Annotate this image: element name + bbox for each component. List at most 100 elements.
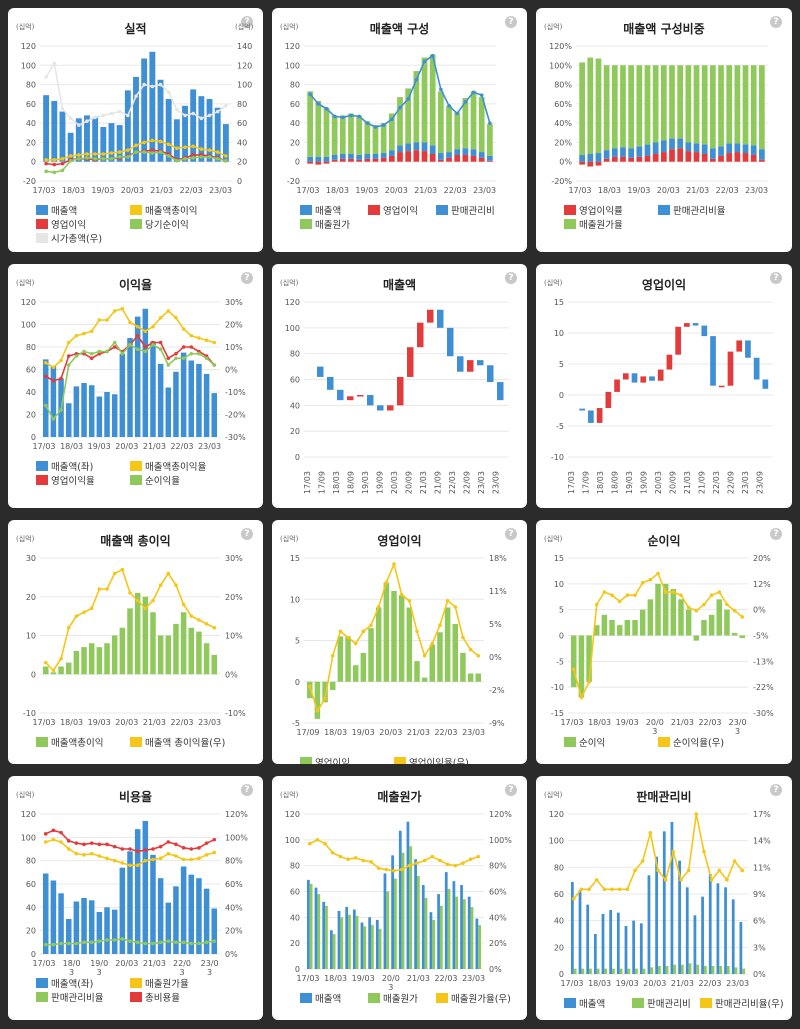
help-icon[interactable]: ? <box>505 16 517 28</box>
bar-매출액 <box>452 881 456 969</box>
point-총비용율 <box>204 841 209 845</box>
waterfall-bar <box>367 395 374 406</box>
bar-매출액(좌) <box>188 874 195 954</box>
bar-순이익 <box>593 625 600 636</box>
bar-영업이익률 <box>750 154 757 162</box>
waterfall-bar <box>614 379 620 392</box>
bar-판매관리비 <box>446 152 452 158</box>
bar-순이익 <box>693 635 700 641</box>
legend-item[interactable]: 영업이익율 <box>36 473 95 487</box>
chart-svg: 0 20 40 60 80 100 120 0% 20% 40% 60% 80% 100% 120% 17/… <box>21 810 249 977</box>
bar-판매관리비 <box>726 966 730 974</box>
legend-item[interactable]: 영업이익 <box>36 217 86 231</box>
point-순이익율 <box>181 356 186 361</box>
legend-item[interactable]: 순이익율 <box>130 473 180 487</box>
legend-item[interactable]: 순이익율(우) <box>658 735 724 749</box>
legend-item[interactable]: 매출액 <box>36 203 77 217</box>
legend-item[interactable]: 매출액 <box>300 203 341 217</box>
legend-item[interactable]: 매출원가 <box>368 991 418 1005</box>
point-매출액 <box>406 97 410 101</box>
legend-label: 영업이익 <box>383 206 418 217</box>
bar-매출액(좌) <box>203 888 210 954</box>
legend-item[interactable]: 판매관리비 <box>632 996 691 1010</box>
help-icon[interactable]: ? <box>505 528 517 540</box>
help-icon[interactable]: ? <box>241 784 253 796</box>
bar-영업이익 <box>388 155 395 162</box>
bar-매출액 <box>685 887 689 974</box>
point-매출원가율(우) <box>422 858 427 863</box>
bar-영업이익률 <box>759 159 765 162</box>
x-tick-label: 23/03 <box>462 728 485 737</box>
point-매출액 <box>471 90 476 95</box>
point-매출액총이익율 <box>135 324 140 329</box>
legend-item[interactable]: 매출액총이익 <box>130 203 197 217</box>
bar-매출액 <box>708 874 712 974</box>
bar-매출액총이익 <box>65 662 72 675</box>
bar-매출원가율 <box>718 65 724 147</box>
point-총비용율 <box>189 847 194 851</box>
point-판매관리비율 <box>128 939 132 943</box>
point-순이익율 <box>120 351 125 356</box>
legend-item[interactable]: 매출액 총이익율(우) <box>130 735 225 749</box>
bar-매출액 <box>444 872 448 969</box>
legend-item[interactable]: 판매관리비율(우) <box>700 996 784 1010</box>
x-tick-label: 21/09 <box>434 471 443 494</box>
help-icon[interactable]: ? <box>241 16 253 28</box>
help-icon[interactable]: ? <box>770 528 782 540</box>
legend-item[interactable]: 매출액 <box>300 991 341 1005</box>
legend-item[interactable]: 매출액총이익 <box>36 735 103 749</box>
bar-영업이익 <box>444 607 451 682</box>
point-당기순이익 <box>77 157 81 161</box>
legend-item[interactable]: 영업이익 <box>300 755 350 764</box>
bar-순이익 <box>586 635 592 682</box>
legend-item[interactable]: 총비용율 <box>130 990 180 1004</box>
legend-item[interactable]: 영업이익률 <box>564 203 623 217</box>
help-icon[interactable]: ? <box>770 16 782 28</box>
bar-순이익 <box>632 620 638 636</box>
point-당기순이익 <box>101 157 106 161</box>
bar-영업이익 <box>437 632 443 682</box>
legend-item[interactable]: 매출원가율(우) <box>436 991 511 1005</box>
chart-svg: -20 0 20 40 60 80 100 120 0 20 40 60 80 100 120 140 17/0… <box>21 42 253 195</box>
bar-영업이익률 <box>579 161 585 165</box>
legend-item[interactable]: 매출원가 <box>300 217 350 231</box>
waterfall-bar <box>377 405 384 411</box>
help-icon[interactable]: ? <box>770 272 782 284</box>
bar-영업이익률 <box>660 152 667 162</box>
point-매출액총이익율 <box>151 324 155 329</box>
legend-item[interactable]: 시가총액(우) <box>36 231 102 245</box>
help-icon[interactable]: ? <box>505 272 517 284</box>
legend-item[interactable]: 매출원가율 <box>564 217 623 231</box>
legend-item[interactable]: 영업이익율(우) <box>394 755 469 764</box>
legend-item[interactable]: 매출액 <box>564 996 605 1010</box>
bar-영업이익 <box>322 681 328 703</box>
x-tick-label: 21/09 <box>698 471 707 494</box>
point-영업이익 <box>191 153 195 157</box>
legend-item[interactable]: 당기순이익 <box>130 217 189 231</box>
legend-item[interactable]: 매출액(좌) <box>36 976 93 990</box>
help-icon[interactable]: ? <box>505 784 517 796</box>
bar-매출액총이익 <box>165 635 172 675</box>
legend-item[interactable]: 판매관리비율 <box>36 990 103 1004</box>
legend-item[interactable]: 영업이익 <box>368 203 418 217</box>
help-icon[interactable]: ? <box>241 272 253 284</box>
bar-매출액(좌) <box>142 821 149 954</box>
help-icon[interactable]: ? <box>770 784 782 796</box>
point-시가총액(우) <box>52 61 57 66</box>
y2-tick-label: 9% <box>753 890 766 899</box>
bar-판매관리비 <box>596 968 600 974</box>
legend-item[interactable]: 순이익 <box>564 735 605 749</box>
legend-item[interactable]: 매출액(좌) <box>36 459 93 473</box>
legend-item[interactable]: 판매관리비 <box>436 203 495 217</box>
chart-title: 이익율 <box>118 278 153 292</box>
legend-item[interactable]: 판매관리비율 <box>658 203 725 217</box>
x-tick-label: 23/03 <box>462 974 485 983</box>
legend-item[interactable]: 매출원가율 <box>130 976 189 990</box>
waterfall-bar <box>487 365 494 383</box>
x-tick-label: 18/03 <box>324 974 347 983</box>
point-당기순이익 <box>175 158 179 163</box>
help-icon[interactable]: ? <box>241 528 253 540</box>
bar-매출원가율 <box>677 65 684 139</box>
point-판매관리비율 <box>151 941 155 946</box>
legend-item[interactable]: 매출액총이익율 <box>130 459 206 473</box>
